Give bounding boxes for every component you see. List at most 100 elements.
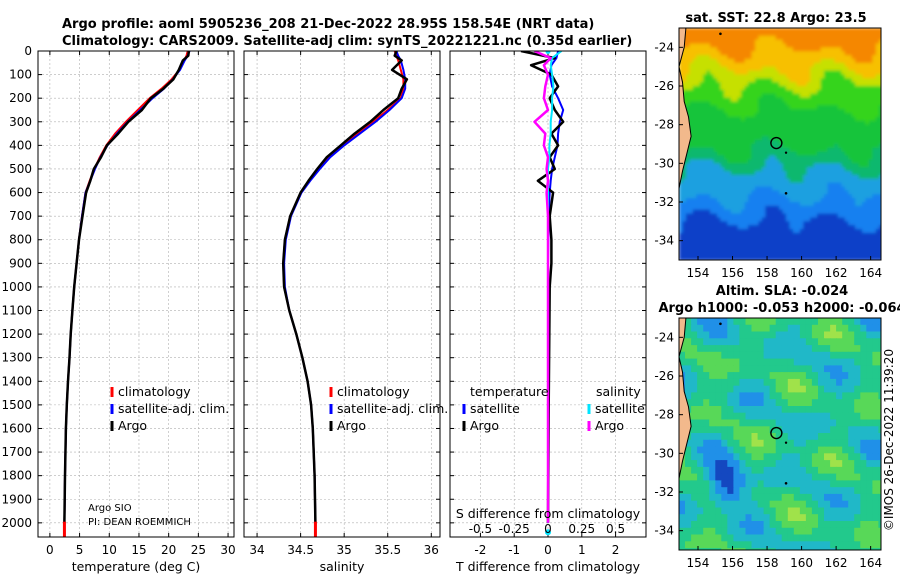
field-cell	[818, 508, 825, 515]
field-cell	[845, 125, 849, 129]
field-cell	[734, 94, 738, 98]
field-cell	[709, 386, 716, 393]
field-cell	[727, 109, 731, 113]
lat-tick-label: -26	[654, 79, 674, 93]
field-cell	[703, 420, 710, 427]
field-cell	[779, 47, 783, 51]
field-cell	[803, 229, 807, 233]
field-cell	[691, 426, 698, 433]
field-cell	[734, 252, 738, 256]
field-cell	[693, 117, 697, 121]
field-cell	[752, 148, 756, 152]
field-cell	[707, 183, 711, 187]
field-cell	[817, 160, 821, 164]
field-cell	[772, 40, 776, 44]
field-cell	[703, 521, 710, 528]
field-cell	[869, 74, 873, 78]
field-cell	[700, 206, 704, 210]
field-cell	[852, 175, 856, 179]
field-cell	[842, 494, 849, 501]
field-cell	[794, 338, 801, 345]
field-cell	[794, 325, 801, 332]
field-cell	[733, 338, 740, 345]
field-cell	[679, 202, 683, 206]
field-cell	[817, 241, 821, 245]
field-cell	[693, 144, 697, 148]
field-cell	[836, 460, 843, 467]
field-cell	[876, 218, 880, 222]
field-cell	[720, 28, 724, 32]
field-cell	[866, 494, 873, 501]
field-cell	[779, 156, 783, 160]
field-cell	[758, 90, 762, 94]
field-cell	[746, 318, 753, 325]
field-cell	[803, 214, 807, 218]
field-cell	[738, 44, 742, 48]
field-cell	[752, 129, 756, 133]
field-cell	[714, 102, 718, 106]
field-cell	[810, 190, 814, 194]
field-cell	[845, 160, 849, 164]
field-cell	[779, 198, 783, 202]
field-cell	[876, 252, 880, 256]
field-cell	[738, 175, 742, 179]
field-cell	[845, 248, 849, 252]
field-cell	[721, 514, 728, 521]
field-cell	[714, 237, 718, 241]
field-cell	[686, 221, 690, 225]
field-cell	[794, 345, 801, 352]
field-cell	[838, 152, 842, 156]
field-cell	[848, 433, 855, 440]
field-cell	[786, 194, 790, 198]
field-cell	[818, 406, 825, 413]
field-cell	[770, 501, 777, 508]
field-cell	[786, 74, 790, 78]
field-cell	[876, 102, 880, 106]
field-cell	[697, 514, 704, 521]
field-cell	[817, 36, 821, 40]
field-cell	[852, 140, 856, 144]
field-cell	[830, 338, 837, 345]
field-cell	[824, 109, 828, 113]
field-cell	[700, 233, 704, 237]
field-cell	[752, 248, 756, 252]
field-cell	[703, 433, 710, 440]
field-cell	[758, 237, 762, 241]
field-cell	[862, 140, 866, 144]
field-cell	[869, 175, 873, 179]
field-cell	[764, 433, 771, 440]
field-cell	[739, 501, 746, 508]
field-cell	[720, 136, 724, 140]
field-cell	[836, 420, 843, 427]
field-cell	[845, 44, 849, 48]
field-cell	[860, 447, 867, 454]
field-cell	[765, 94, 769, 98]
field-cell	[793, 233, 797, 237]
field-cell	[862, 86, 866, 90]
field-cell	[860, 338, 867, 345]
field-cell	[782, 447, 789, 454]
field-cell	[830, 406, 837, 413]
field-cell	[772, 198, 776, 202]
field-cell	[830, 460, 837, 467]
field-cell	[714, 214, 718, 218]
field-cell	[866, 447, 873, 454]
field-cell	[738, 59, 742, 63]
field-cell	[838, 47, 842, 51]
field-cell	[685, 365, 692, 372]
field-cell	[733, 372, 740, 379]
field-cell	[727, 379, 734, 386]
field-cell	[738, 156, 742, 160]
field-cell	[685, 453, 692, 460]
field-cell	[862, 229, 866, 233]
field-cell	[836, 325, 843, 332]
field-cell	[852, 233, 856, 237]
field-cell	[872, 406, 879, 413]
field-cell	[765, 78, 769, 82]
field-cell	[772, 221, 776, 225]
field-cell	[714, 44, 718, 48]
field-cell	[845, 136, 849, 140]
field-cell	[786, 225, 790, 229]
field-cell	[786, 82, 790, 86]
